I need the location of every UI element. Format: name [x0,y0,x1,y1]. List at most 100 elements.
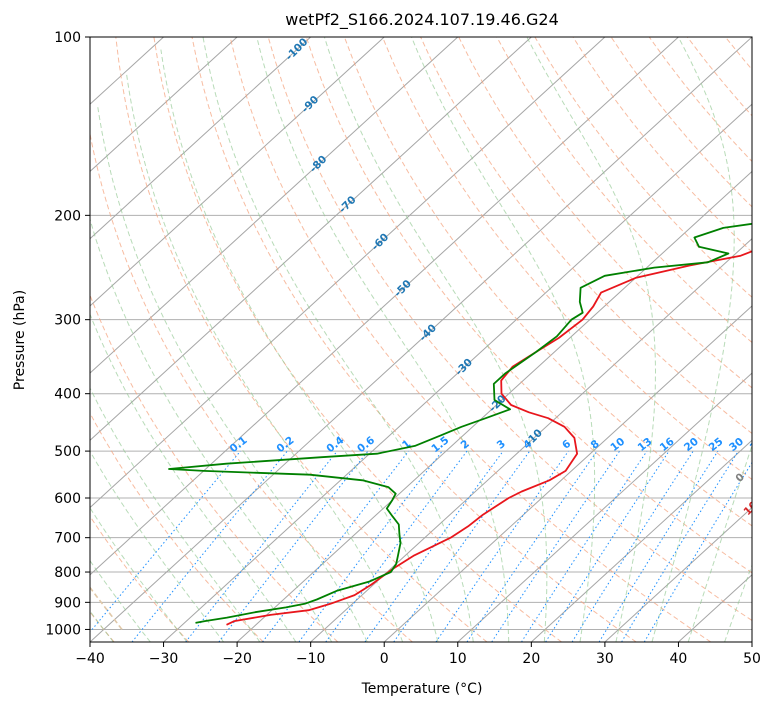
plot-frame [89,36,753,643]
isotherm-line [457,372,752,642]
mixing-ratio-line [185,450,338,642]
y-tick-label: 500 [54,444,81,460]
dry-adiabat [686,37,752,117]
mixing-ratio-line [262,450,409,642]
isotherm-line [90,37,679,576]
moist-adiabat [687,444,752,642]
dry-adiabat [534,37,752,298]
isotherm-line [90,37,459,374]
isotherm-line [751,641,752,642]
mixing-ratio-line [218,450,369,642]
isotherm-line [310,237,752,642]
y-tick-label: 200 [54,208,81,224]
isotherm-line [90,37,752,642]
mixing-ratio-label: 2 [459,438,472,452]
y-tick-label: 800 [54,565,81,581]
isotherm-line [236,170,752,642]
mixing-ratio-line [298,450,443,642]
x-axis-title: Temperature (°C) [361,681,483,697]
moist-adiabat-label: 30 [760,559,775,578]
y-tick-label: 300 [54,313,81,329]
dry-adiabat [496,37,752,344]
moist-adiabat [90,217,333,642]
mixing-ratio-label: 0.2 [274,434,296,455]
mixing-ratio-line [364,450,504,642]
temperature-profile [226,250,752,626]
moist-adiabat [256,37,510,642]
dry-adiabat [343,37,752,527]
moist-adiabat [202,37,474,642]
y-tick-label: 400 [54,387,81,403]
mixing-ratio-line [325,450,468,642]
mixing-ratio-label: 8 [589,438,602,452]
mixing-ratio-line [598,450,719,642]
dry-adiabat [764,37,775,642]
dry-adiabat [90,412,264,642]
x-tick-label: −30 [149,651,179,667]
dry-adiabat [572,37,752,253]
moist-adiabat [90,450,224,642]
x-tick-label: 30 [596,651,614,667]
mixing-ratio-line [466,450,598,642]
y-tick-label: 600 [54,491,81,507]
isotherm-line [163,103,752,642]
mixing-ratio-label: 0.1 [228,434,250,455]
mixing-ratio-line [521,450,648,642]
x-tick-label: 50 [743,651,761,667]
moist-adiabat-label: 10 [742,499,761,518]
dry-adiabat [229,37,712,642]
x-tick-label: −40 [75,651,105,667]
moist-adiabat [411,37,596,642]
plot-area: 0.1 0.2 0.4 0.6 1 1.5 2 3 4 6 8 10 13 16 20 25 30 36-100-… [90,37,775,642]
y-tick-label: 100 [54,30,81,46]
x-tick-label: 20 [522,651,540,667]
moist-adiabat-label: 40 [770,587,775,606]
dry-adiabat [90,515,190,642]
moist-adiabat [160,49,439,642]
x-tick-label: −20 [222,651,252,667]
x-tick-label: 40 [670,651,688,667]
isotherm-line [90,37,606,509]
mixing-ratio-line [393,450,531,642]
y-axis-title: Pressure (hPa) [12,290,28,390]
mixing-ratio-line [621,450,739,642]
moist-adiabat [90,506,188,642]
mixing-ratio-label: 36 [748,436,767,454]
mixing-ratio-line [90,450,241,633]
isotherm-line [383,305,752,642]
isotherm-line [90,37,312,240]
dry-adiabat [420,37,752,435]
mixing-ratio-line [545,450,670,642]
moist-adiabat-label: 20 [750,532,769,551]
y-tick-label: 900 [54,595,81,611]
dry-adiabat [305,37,752,574]
x-tick-label: 0 [380,651,389,667]
isotherm-line [90,37,238,173]
dry-adiabat [191,37,637,642]
x-tick-label: −10 [296,651,326,667]
dry-adiabat [648,37,752,163]
dry-adiabat [90,131,413,642]
moist-adiabat [724,563,752,642]
isotherm-line [604,506,752,642]
moist-adiabat [323,37,548,642]
moist-adiabat [125,72,404,642]
mixing-ratio-label: 0.6 [355,434,377,455]
mixing-ratio-label: 3 [495,438,508,452]
y-tick-label: 700 [54,531,81,547]
moist-adiabat [90,313,297,642]
dry-adiabat [267,37,752,622]
isotherm-line [90,37,532,442]
isotherm-line [90,37,385,307]
dry-adiabat [725,37,752,71]
dewpoint-profile [168,222,752,624]
y-tick-label: 1000 [45,622,81,638]
mixing-ratio-label: 6 [560,438,573,452]
x-tick-label: 10 [449,651,467,667]
chart-title: wetPf2_S166.2024.107.19.46.G24 [285,10,559,30]
mixing-ratio-line [131,450,288,642]
moist-adiabat [96,104,368,642]
mixing-ratio-label: 1.5 [429,434,451,455]
isotherm-line [530,439,752,642]
